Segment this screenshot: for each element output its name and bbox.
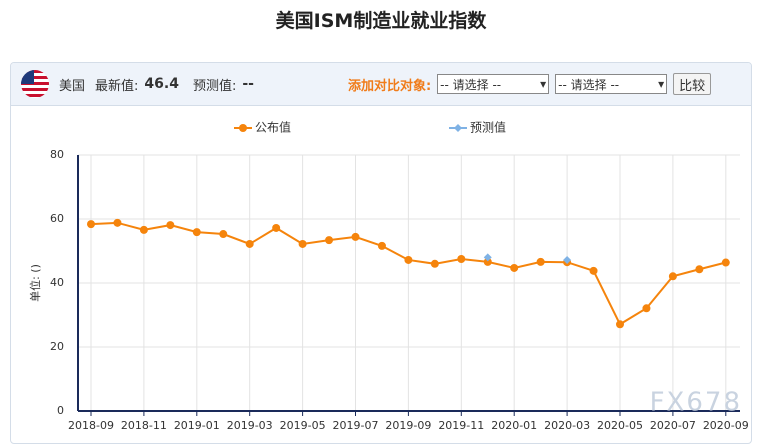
latest-value: 46.4 [144,76,179,92]
point [642,304,651,313]
compare-button[interactable]: 比较 [673,73,712,95]
point [87,220,95,229]
point [483,257,492,266]
forecast-value: -- [242,76,254,92]
toolbar: 美国 最新值: 46.4 预测值: -- 添加对比对象: -- 请选择 -- ▾ … [11,63,751,106]
point [139,225,148,234]
x-tick-label: 2019-05 [280,419,326,432]
y-tick-label: 0 [57,404,64,417]
country: 美国 [59,78,86,94]
x-tick-label: 2020-03 [544,419,590,432]
y-tick-label: 20 [50,340,64,353]
point [351,232,360,241]
select[interactable]: -- 请选择 -- ▾ [555,74,668,94]
page-title: 美国ISM制造业就业指数 [275,10,487,32]
point [298,239,307,248]
y-tick-label: 40 [50,276,64,289]
point [272,223,281,232]
point [721,258,730,267]
x-tick-label: 2018-11 [121,419,167,432]
x-tick-label: 2020-09 [703,419,749,432]
x-tick-label: 2019-01 [174,419,220,432]
point [166,221,175,230]
legend-label: 预测值 [470,120,506,135]
y-axis-label: 单位: () [28,264,42,302]
point [113,218,122,227]
x-tick-label: 2019-11 [438,419,484,432]
compare-label: 添加对比对象: [347,78,432,94]
y-tick-label: 60 [50,212,64,225]
point [457,255,466,263]
y-tick-label: 80 [50,148,64,161]
point [377,241,386,250]
caret: ▾ [658,77,665,91]
point [192,228,201,237]
caret: ▾ [540,77,547,91]
select-text: -- 请选择 -- [558,77,620,92]
panel: 美国 最新值: 46.4 预测值: -- 添加对比对象: -- 请选择 -- ▾ … [10,62,752,444]
forecast-label: 预测值: [192,78,237,94]
x-tick-label: 2018-09 [68,419,114,432]
point [589,266,598,275]
point [695,265,704,274]
point [563,255,572,264]
point [483,253,492,262]
x-tick-label: 2019-09 [385,419,431,432]
point [616,320,624,329]
select-text: -- 请选择 -- [440,77,502,92]
point [536,257,545,266]
x-tick-label: 2019-07 [333,419,379,432]
point [245,239,254,248]
point [219,230,228,239]
x-tick-label: 2020-07 [650,419,696,432]
x-tick-label: 2019-03 [227,419,273,432]
point [510,263,519,272]
point [325,236,334,245]
latest-label: 最新值: [95,78,139,94]
flag [21,70,49,98]
watermark: FX678 [650,388,742,418]
x-tick-label: 2020-01 [491,419,537,432]
select[interactable]: -- 请选择 -- ▾ [437,74,550,94]
x-tick-label: 2020-05 [597,419,643,432]
point [430,259,439,268]
point [668,272,677,281]
legend-label: 公布值 [255,120,291,135]
point [404,255,413,264]
